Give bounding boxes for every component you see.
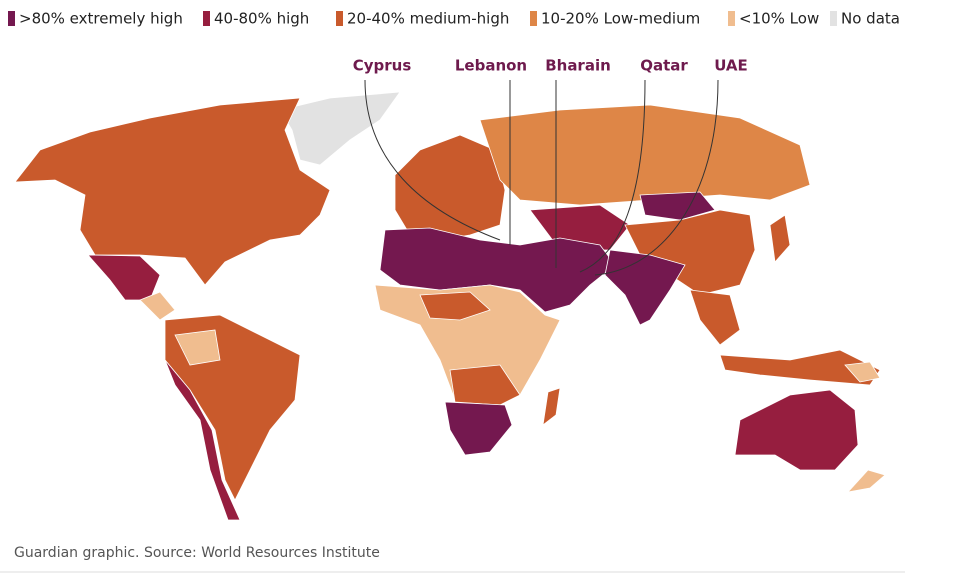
callout-labels: Cyprus Lebanon Bharain Qatar UAE [353,57,748,75]
callout-label: Lebanon [455,57,527,75]
legend-swatch [203,11,210,26]
region [719,349,881,386]
region [419,291,491,321]
region [769,214,791,263]
legend-swatch [830,11,837,26]
region [394,134,506,241]
region [604,249,686,326]
world-map [14,91,886,521]
callout-line [579,79,646,273]
region [844,361,881,383]
callouts [364,79,719,276]
legend-label: <10% Low [739,10,819,28]
region [479,104,811,206]
legend-swatch [728,11,735,26]
region [87,254,161,301]
region [846,469,886,493]
region [139,291,176,321]
callout-label: UAE [714,57,748,75]
region [734,389,859,471]
region [542,387,561,426]
source: Guardian graphic. Source: World Resource… [14,545,380,561]
region [164,359,241,521]
legend-label: 20-40% medium-high [347,10,509,28]
legend-label: No data [841,10,900,28]
callout-label: Bharain [545,57,611,75]
callout-label: Cyprus [353,57,412,75]
region [174,329,221,366]
region [374,284,561,401]
region [639,191,716,221]
legend-label: 40-80% high [214,10,309,28]
callout-line [594,79,719,276]
legend-swatch [8,11,15,26]
legend-label: 10-20% Low-medium [541,10,700,28]
region [444,401,513,456]
region [449,364,521,406]
legend-swatch [336,11,343,26]
callout-line [364,79,501,241]
callout-label: Qatar [640,57,688,75]
legend-label: >80% extremely high [19,10,183,28]
region [14,97,331,286]
region [689,289,741,346]
region [279,91,401,166]
legend-swatch [530,11,537,26]
legend: >80% extremely high 40-80% high 20-40% med… [8,10,900,28]
